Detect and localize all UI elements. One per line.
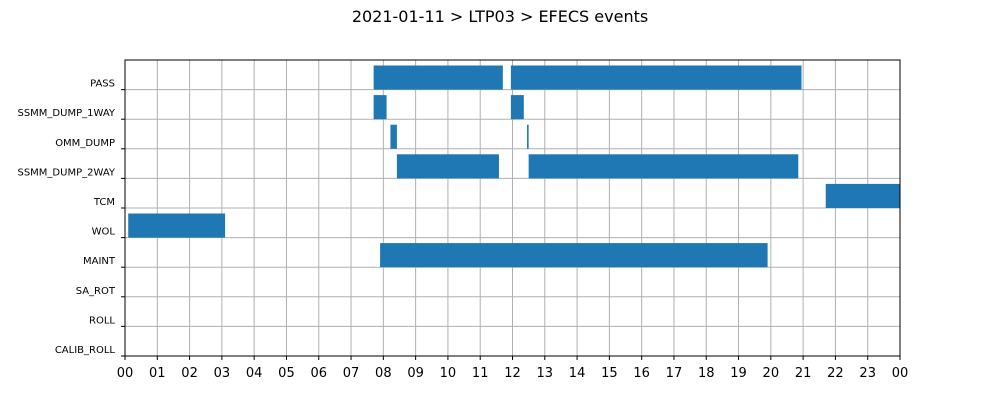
x-tick-label: 13 (537, 366, 554, 381)
y-tick-label: SA_ROT (76, 286, 116, 297)
event-bar (128, 213, 226, 238)
x-tick-label: 04 (246, 366, 263, 381)
y-tick-label: WOL (92, 227, 116, 238)
x-tick-label: 10 (440, 366, 457, 381)
x-tick-label: 17 (666, 366, 683, 381)
x-tick-label: 09 (407, 366, 424, 381)
x-tick-label: 07 (343, 366, 360, 381)
x-tick-label: 00 (892, 366, 909, 381)
y-axis: PASS SSMM_DUMP_1WAY OMM_DUMP SSMM_DUMP_2WAY… (17, 79, 125, 357)
x-tick-label: 12 (504, 366, 521, 381)
x-tick-label: 21 (795, 366, 812, 381)
event-bar (510, 95, 524, 120)
x-axis: 00 01 02 03 04 05 06 07 08 09 10 11 12 13 14 15 16 17 18 19… (117, 356, 909, 381)
y-tick-label: OMM_DUMP (55, 138, 115, 149)
x-tick-label: 14 (569, 366, 586, 381)
x-tick-label: 06 (310, 366, 327, 381)
y-tick-label: TCM (93, 197, 115, 208)
event-bar (373, 95, 387, 120)
y-tick-label: CALIB_ROLL (55, 345, 116, 356)
y-tick-label: MAINT (83, 256, 116, 267)
x-tick-label: 22 (827, 366, 844, 381)
plot-frame (124, 59, 901, 357)
chart-title: 2021-01-11 > LTP03 > EFECS events (352, 7, 648, 26)
y-tick-label: SSMM_DUMP_1WAY (17, 108, 115, 119)
event-bar (380, 243, 768, 268)
x-tick-label: 23 (859, 366, 876, 381)
x-tick-label: 05 (278, 366, 295, 381)
x-tick-label: 16 (633, 366, 650, 381)
x-tick-label: 02 (181, 366, 198, 381)
x-tick-label: 18 (698, 366, 715, 381)
event-bar (527, 124, 529, 149)
event-bar (510, 65, 802, 90)
event-bars (128, 65, 900, 268)
x-tick-label: 01 (149, 366, 166, 381)
event-bar (396, 154, 499, 179)
x-tick-label: 11 (472, 366, 489, 381)
x-tick-label: 03 (214, 366, 231, 381)
event-bar (373, 65, 503, 90)
event-bar (390, 124, 397, 149)
x-tick-label: 08 (375, 366, 392, 381)
event-bar (825, 183, 900, 208)
x-tick-label: 15 (601, 366, 618, 381)
y-tick-label: PASS (90, 79, 115, 90)
x-tick-label: 20 (763, 366, 780, 381)
event-bar (528, 154, 799, 179)
x-tick-label: 00 (117, 366, 134, 381)
y-tick-label: ROLL (89, 315, 115, 326)
y-tick-label: SSMM_DUMP_2WAY (17, 167, 115, 178)
x-tick-label: 19 (730, 366, 747, 381)
